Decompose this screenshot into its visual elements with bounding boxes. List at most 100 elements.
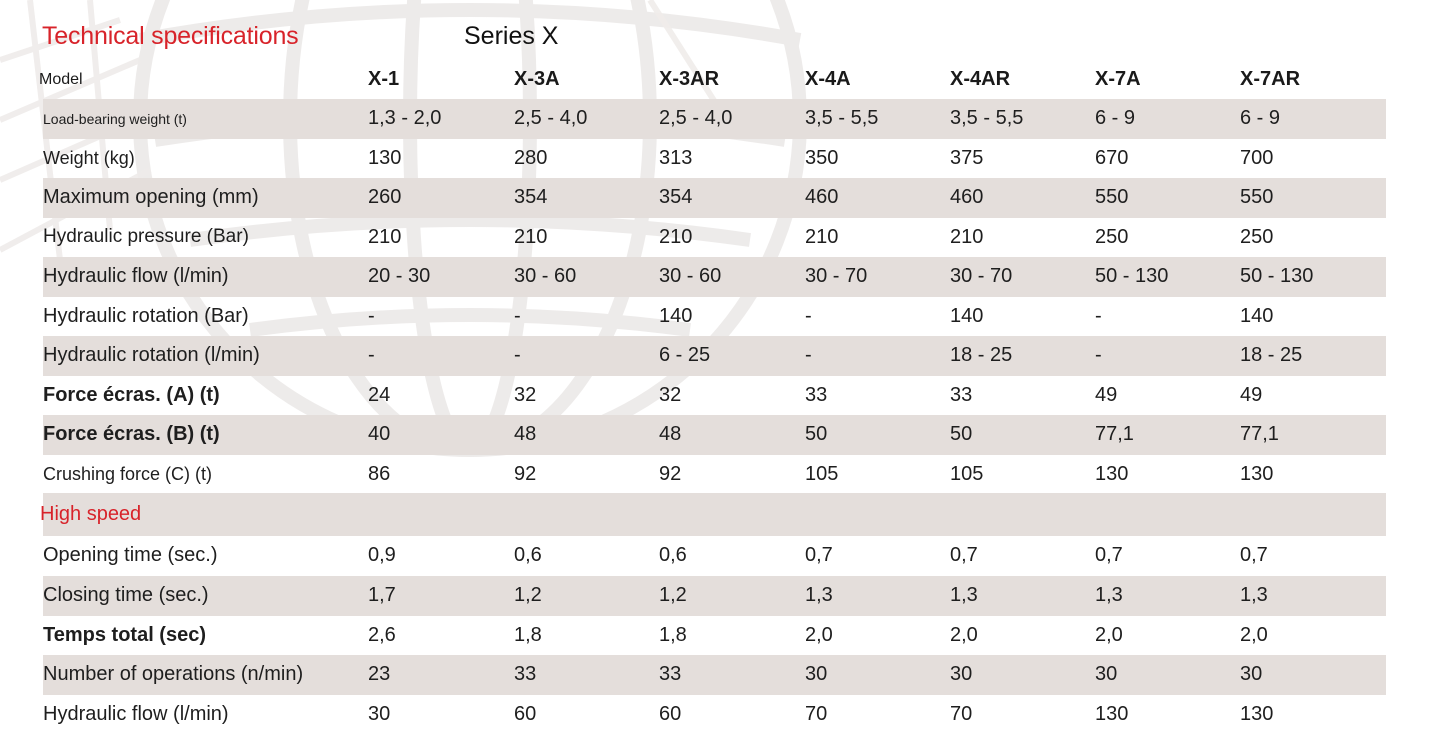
row-label: Number of operations (n/min) <box>43 663 304 686</box>
row-label: Hydraulic flow (l/min) <box>43 265 229 288</box>
table-cell: 210 <box>659 225 693 248</box>
table-cell: 280 <box>514 146 548 169</box>
table-cell: 20 - 30 <box>368 265 431 288</box>
table-cell: 1,3 <box>1240 584 1268 607</box>
table-row: Maximum opening (mm) 260 354 354 460 460… <box>43 178 1386 218</box>
table-cell: - <box>514 344 521 367</box>
table-cell: 33 <box>659 663 682 686</box>
column-header: X-3AR <box>659 68 720 91</box>
table-cell: 130 <box>1240 702 1274 725</box>
table-cell: 2,6 <box>368 623 396 646</box>
table-cell: 6 - 9 <box>1240 107 1281 130</box>
table-cell: 130 <box>1095 702 1129 725</box>
table-cell: 50 - 130 <box>1095 265 1169 288</box>
table-cell: 32 <box>514 383 537 406</box>
table-row: Load-bearing weight (t) 1,3 - 2,0 2,5 - … <box>43 99 1386 139</box>
table-cell: 0,7 <box>950 544 978 567</box>
table-cell: 70 <box>805 702 828 725</box>
row-label: Closing time (sec.) <box>43 584 209 607</box>
table-cell: 105 <box>950 462 984 485</box>
table-cell: - <box>1095 304 1102 327</box>
row-label: Load-bearing weight (t) <box>43 110 187 127</box>
table-header-row: Model X-1 X-3A X-3AR X-4A X-4AR X-7A X-7… <box>39 60 1386 100</box>
table-row: Closing time (sec.) 1,7 1,2 1,2 1,3 1,3 … <box>43 576 1386 616</box>
model-label: Model <box>39 70 83 88</box>
table-row: Hydraulic rotation (Bar) - - 140 - 140 -… <box>43 297 1386 337</box>
table-cell: 1,3 <box>805 584 833 607</box>
series-name: Series X <box>464 22 559 50</box>
row-label: Maximum opening (mm) <box>43 186 259 209</box>
row-label: Weight (kg) <box>43 147 135 168</box>
table-cell: 250 <box>1095 225 1129 248</box>
table-cell: 49 <box>1095 383 1118 406</box>
row-label: Hydraulic rotation (l/min) <box>43 344 260 367</box>
table-cell: 1,7 <box>368 584 396 607</box>
table-cell: 260 <box>368 186 402 209</box>
table-cell: - <box>1095 344 1102 367</box>
table-cell: - <box>805 344 812 367</box>
table-cell: 30 <box>1095 663 1118 686</box>
table-cell: 6 - 25 <box>659 344 711 367</box>
table-row: Temps total (sec) 2,6 1,8 1,8 2,0 2,0 2,… <box>43 616 1386 656</box>
table-row: Number of operations (n/min) 23 33 33 30… <box>43 655 1386 695</box>
table-cell: 23 <box>368 663 391 686</box>
table-cell: 30 <box>1240 663 1263 686</box>
column-header: X-3A <box>514 68 560 91</box>
table-cell: 1,3 <box>950 584 978 607</box>
table-cell: 33 <box>950 383 973 406</box>
table-cell: 1,3 <box>1095 584 1123 607</box>
table-cell: 354 <box>514 186 548 209</box>
row-label: Opening time (sec.) <box>43 544 218 567</box>
table-row: Force écras. (A) (t) 24 32 32 33 33 49 4… <box>43 376 1386 416</box>
table-cell: 460 <box>805 186 839 209</box>
table-cell: - <box>514 304 521 327</box>
table-cell: 130 <box>1240 462 1274 485</box>
table-cell: 30 - 60 <box>659 265 722 288</box>
table-cell: 0,9 <box>368 544 396 567</box>
row-label: Temps total (sec) <box>43 623 206 646</box>
table-row: Weight (kg) 130 280 313 350 375 670 700 <box>43 139 1386 179</box>
table-row: Crushing force (C) (t) 86 92 92 105 105 … <box>43 455 1386 495</box>
table-cell: 210 <box>805 225 839 248</box>
table-cell: 30 - 70 <box>950 265 1013 288</box>
table-cell: 700 <box>1240 146 1274 169</box>
row-label: Hydraulic pressure (Bar) <box>43 226 249 248</box>
table-row: Opening time (sec.) 0,9 0,6 0,6 0,7 0,7 … <box>43 536 1386 576</box>
table-row: Hydraulic rotation (l/min) - - 6 - 25 - … <box>43 336 1386 376</box>
row-label: Force écras. (B) (t) <box>43 423 220 446</box>
table-cell: 670 <box>1095 146 1129 169</box>
table-cell: 130 <box>368 146 402 169</box>
column-header: X-4AR <box>950 68 1011 91</box>
table-cell: 92 <box>659 462 682 485</box>
table-cell: 140 <box>1240 304 1274 327</box>
table-cell: 210 <box>950 225 984 248</box>
table-cell: - <box>368 304 375 327</box>
table-cell: - <box>368 344 375 367</box>
table-cell: 105 <box>805 462 839 485</box>
table-cell: 140 <box>659 304 693 327</box>
column-header: X-4A <box>805 68 851 91</box>
table-cell: 60 <box>514 702 537 725</box>
table-cell: 18 - 25 <box>950 344 1013 367</box>
table-cell: - <box>805 304 812 327</box>
column-header: X-1 <box>368 68 400 91</box>
table-row: Hydraulic flow (l/min) 30 60 60 70 70 13… <box>43 695 1386 735</box>
table-cell: 140 <box>950 304 984 327</box>
page-title: Technical specifications <box>42 22 299 50</box>
table-cell: 460 <box>950 186 984 209</box>
row-label: Hydraulic rotation (Bar) <box>43 304 249 327</box>
row-label: Force écras. (A) (t) <box>43 383 220 406</box>
table-cell: 1,2 <box>514 584 542 607</box>
table-cell: 250 <box>1240 225 1274 248</box>
table-cell: 1,2 <box>659 584 687 607</box>
table-cell: 40 <box>368 423 391 446</box>
table-cell: 50 <box>805 423 828 446</box>
table-cell: 375 <box>950 146 984 169</box>
table-cell: 2,0 <box>805 623 833 646</box>
table-cell: 33 <box>514 663 537 686</box>
table-cell: 18 - 25 <box>1240 344 1303 367</box>
table-cell: 0,7 <box>1240 544 1268 567</box>
table-cell: 70 <box>950 702 973 725</box>
table-cell: 30 <box>368 702 391 725</box>
